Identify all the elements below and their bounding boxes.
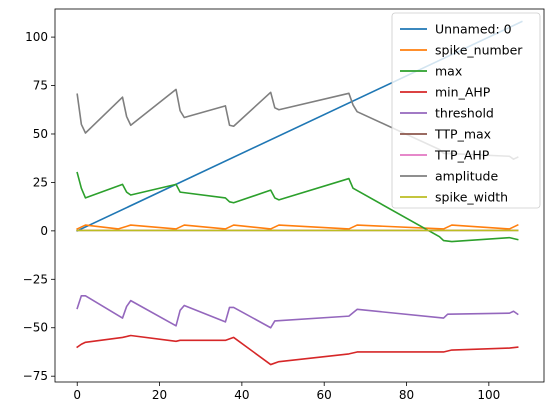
series-line-4 [76, 294, 519, 329]
series-line-1 [76, 223, 519, 230]
x-axis: 0 20 40 60 80 100 [73, 382, 500, 402]
y-tick-label: −25 [23, 272, 48, 286]
y-tick-label: 75 [33, 79, 48, 93]
y-tick-label: 25 [33, 175, 48, 189]
x-tick-label: 80 [399, 388, 414, 402]
x-tick-label: 0 [73, 388, 81, 402]
legend-label: amplitude [435, 169, 498, 184]
x-tick-label: 40 [234, 388, 249, 402]
legend-box [391, 12, 541, 209]
series-line-2 [76, 171, 519, 243]
legend-label: TTP_AHP [434, 148, 490, 163]
axes-border [54, 8, 545, 383]
y-tick-label: 50 [33, 127, 48, 141]
series-line-3 [76, 334, 519, 366]
y-tick-label: 0 [40, 224, 48, 238]
legend-label: spike_width [435, 190, 508, 205]
legend-label: spike_number [435, 43, 523, 58]
x-tick-label: 20 [152, 388, 167, 402]
y-tick-label: 100 [25, 30, 48, 44]
y-tick-label: −75 [23, 369, 48, 383]
x-tick-label: 100 [477, 388, 500, 402]
y-axis: −75 −50 −25 0 25 50 75 100 [23, 30, 55, 383]
legend-label: Unnamed: 0 [435, 22, 512, 37]
legend-label: max [435, 64, 462, 79]
legend-label: min_AHP [435, 85, 491, 100]
x-tick-label: 60 [317, 388, 332, 402]
legend-label: threshold [435, 106, 494, 121]
y-tick-label: −50 [23, 321, 48, 335]
legend-label: TTP_max [434, 127, 491, 142]
